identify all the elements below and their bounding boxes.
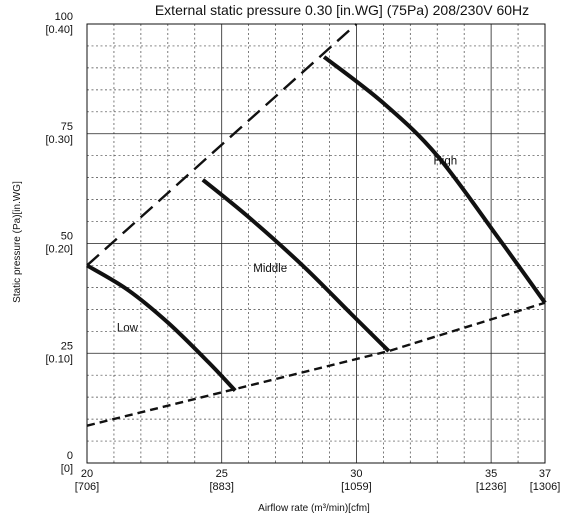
lower-limit-line bbox=[86, 301, 546, 427]
upper-limit-line bbox=[86, 23, 358, 267]
x-tick-label: 20 bbox=[81, 468, 93, 480]
middle-curve bbox=[201, 178, 391, 353]
limit-lines bbox=[86, 23, 546, 427]
x-axis-label: Airflow rate (m³/min)[cfm] bbox=[258, 503, 370, 514]
y-tick-sublabel: [0.20] bbox=[45, 244, 73, 256]
x-tick-label: 30 bbox=[350, 468, 362, 480]
x-tick-sublabel: [706] bbox=[75, 481, 99, 493]
y-tick-sublabel: [0.30] bbox=[45, 134, 73, 146]
y-tick-sublabel: [0.40] bbox=[45, 24, 73, 36]
y-tick-sublabel: [0.10] bbox=[45, 353, 73, 365]
y-tick-label: 50 bbox=[61, 231, 73, 243]
x-tick-label: 25 bbox=[216, 468, 228, 480]
low-curve bbox=[85, 263, 237, 392]
y-tick-label: 0 bbox=[67, 450, 73, 462]
y-tick-label: 100 bbox=[55, 11, 73, 23]
y-tick-label: 25 bbox=[61, 340, 73, 352]
x-tick-sublabel: [1059] bbox=[341, 481, 372, 493]
high-curve bbox=[322, 55, 547, 304]
high-curve-label: High bbox=[433, 155, 457, 167]
fan-curves: Low Middle High bbox=[85, 55, 547, 392]
y-axis-label: Static pressure (Pa)[in.WG] bbox=[12, 181, 23, 303]
low-curve-label: Low bbox=[117, 322, 139, 334]
x-tick-sublabel: [1236] bbox=[476, 481, 507, 493]
x-tick-label: 37 bbox=[539, 468, 551, 480]
x-tick-label: 35 bbox=[485, 468, 497, 480]
y-tick-label: 75 bbox=[61, 121, 73, 133]
y-tick-sublabel: [0] bbox=[61, 463, 73, 475]
chart-grid bbox=[86, 23, 546, 464]
chart-title: External static pressure 0.30 [in.WG] (7… bbox=[155, 2, 529, 18]
x-tick-sublabel: [883] bbox=[209, 481, 233, 493]
plot-frame bbox=[86, 23, 546, 464]
x-tick-sublabel: [1306] bbox=[530, 481, 561, 493]
axis-ticks: 20[706]25[883]30[1059]35[1236]37[1306]0[… bbox=[45, 11, 560, 493]
middle-curve-label: Middle bbox=[253, 263, 287, 275]
